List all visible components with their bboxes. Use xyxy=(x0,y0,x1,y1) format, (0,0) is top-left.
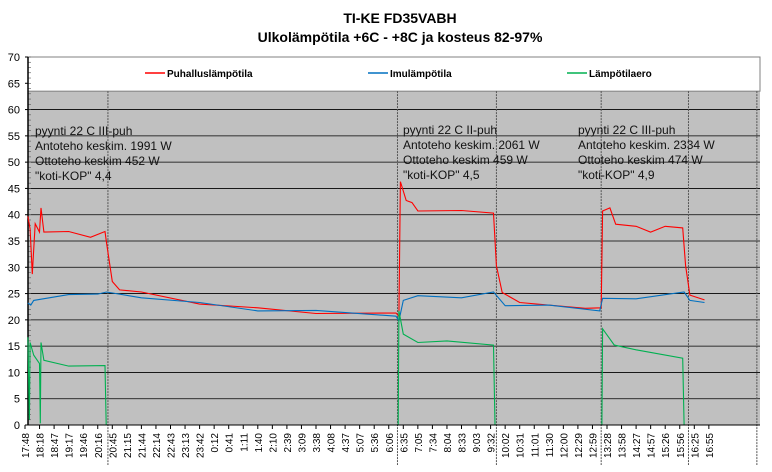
legend-label: Lämpötilaero xyxy=(589,69,652,80)
series-line-Puhalluslämpötila xyxy=(27,181,705,318)
x-tick-label: 1:40 xyxy=(254,433,265,453)
y-tick-label: 60 xyxy=(8,105,20,117)
x-tick-label: 18:47 xyxy=(50,433,61,458)
x-tick-label: 12:00 xyxy=(559,433,570,458)
x-tick-label: 19:17 xyxy=(65,433,76,458)
annotation-text: Antoteho keskim. 1991 W xyxy=(35,139,172,153)
x-tick-label: 5:36 xyxy=(370,433,381,453)
x-tick-label: 4:37 xyxy=(341,433,352,453)
annotation-text: pyynti 22 C III-puh xyxy=(35,124,132,138)
y-tick-label: 40 xyxy=(8,210,20,222)
x-tick-label: 10:02 xyxy=(501,433,512,458)
x-tick-label: 11:01 xyxy=(530,433,541,458)
x-tick-label: 20:16 xyxy=(94,433,105,458)
x-tick-label: 7:05 xyxy=(414,433,425,453)
x-tick-label: 12:29 xyxy=(574,433,585,458)
annotation-text: pyynti 22 C II-puh xyxy=(403,123,497,137)
x-tick-label: 2:10 xyxy=(268,433,279,453)
x-tick-label: 4:08 xyxy=(327,433,338,453)
x-tick-label: 8:04 xyxy=(443,433,454,453)
x-tick-label: 6:06 xyxy=(385,433,396,453)
y-tick-label: 45 xyxy=(8,183,20,195)
annotation-text: Antoteho keskim. 2061 W xyxy=(403,138,540,152)
x-tick-label: 20:45 xyxy=(108,433,119,458)
y-tick-label: 50 xyxy=(8,157,20,169)
x-tick-label: 0:41 xyxy=(225,433,236,453)
x-tick-label: 19:46 xyxy=(79,433,90,458)
x-tick-label: 23:42 xyxy=(196,433,207,458)
x-tick-label: 0:12 xyxy=(210,433,221,453)
x-tick-label: 3:38 xyxy=(312,433,323,453)
x-tick-label: 8:33 xyxy=(458,433,469,453)
x-tick-label: 22:14 xyxy=(152,433,163,458)
legend-label: Imulämpötila xyxy=(390,69,452,80)
x-tick-label: 16:25 xyxy=(690,433,701,458)
annotation-text: Ottoteho keskim 474 W xyxy=(578,153,703,167)
chart-title: TI-KE FD35VABH xyxy=(343,10,456,26)
x-tick-label: 21:15 xyxy=(123,433,134,458)
x-tick-label: 15:26 xyxy=(661,433,672,458)
x-tick-label: 12:59 xyxy=(588,433,599,458)
x-tick-label: 10:31 xyxy=(516,433,527,458)
annotation-text: Antoteho keskim. 2334 W xyxy=(578,138,715,152)
y-tick-label: 15 xyxy=(8,341,20,353)
y-tick-label: 0 xyxy=(14,420,20,432)
legend-box xyxy=(27,56,761,92)
legend-label: Puhalluslämpötila xyxy=(167,69,253,80)
y-tick-label: 70 xyxy=(8,52,20,64)
x-tick-label: 9:32 xyxy=(487,433,498,453)
x-tick-label: 14:27 xyxy=(632,433,643,458)
annotation-text: Ottoteho keskim 459 W xyxy=(403,153,528,167)
y-tick-label: 5 xyxy=(14,394,20,406)
x-tick-label: 3:09 xyxy=(297,433,308,453)
x-tick-label: 5:07 xyxy=(356,433,367,453)
x-tick-label: 17:48 xyxy=(21,433,32,458)
y-tick-label: 35 xyxy=(8,236,20,248)
x-tick-label: 9:03 xyxy=(472,433,483,453)
x-tick-label: 21:44 xyxy=(137,433,148,458)
y-tick-label: 20 xyxy=(8,315,20,327)
y-tick-label: 30 xyxy=(8,262,20,274)
x-tick-label: 22:43 xyxy=(167,433,178,458)
plot-area xyxy=(28,91,760,426)
series-line-Lämpötilaero xyxy=(27,310,685,426)
x-tick-label: 18:18 xyxy=(36,433,47,458)
y-tick-label: 10 xyxy=(8,367,20,379)
x-tick-label: 14:57 xyxy=(647,433,658,458)
x-tick-label: 15:56 xyxy=(676,433,687,458)
annotation-text: Ottoteho keskim 452 W xyxy=(35,154,160,168)
y-tick-label: 65 xyxy=(8,78,20,90)
chart-subtitle: Ulkolämpötila +6C - +8C ja kosteus 82-97… xyxy=(258,29,543,45)
annotation-text: "koti-KOP" 4,5 xyxy=(403,168,480,182)
annotation-text: "koti-KOP" 4,4 xyxy=(35,169,112,183)
x-tick-label: 2:39 xyxy=(283,433,294,453)
x-tick-label: 13:58 xyxy=(618,433,629,458)
x-tick-label: 11:30 xyxy=(545,433,556,458)
series-line-Imulämpötila xyxy=(27,291,705,323)
x-tick-label: 16:55 xyxy=(705,433,716,458)
x-tick-label: 23:13 xyxy=(181,433,192,458)
x-tick-label: 1:11 xyxy=(239,433,250,452)
y-tick-label: 25 xyxy=(8,289,20,301)
x-tick-label: 7:34 xyxy=(428,433,439,453)
annotation-text: pyynti 22 C III-puh xyxy=(578,123,675,137)
x-tick-label: 13:28 xyxy=(603,433,614,458)
y-tick-label: 55 xyxy=(8,131,20,143)
annotation-text: "koti-KOP" 4,9 xyxy=(578,168,655,182)
x-tick-label: 6:35 xyxy=(399,433,410,453)
